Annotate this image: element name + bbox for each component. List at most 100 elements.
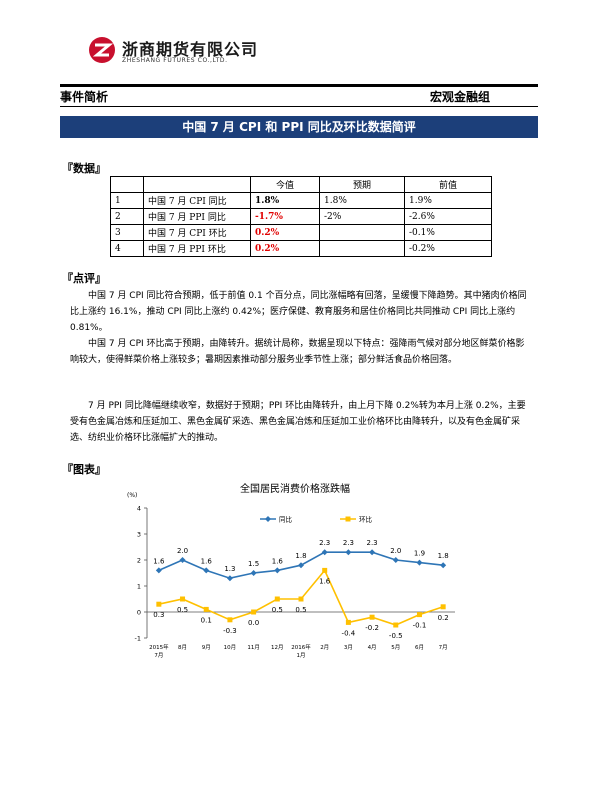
data-point — [274, 596, 280, 602]
data-point — [274, 567, 281, 574]
table-row: 3 中国 7 月 CPI 环比 0.2% -0.1% — [110, 224, 492, 241]
data-point — [369, 614, 375, 620]
data-label: 0.0 — [248, 619, 259, 627]
header-rule-bottom — [60, 106, 538, 107]
table-header-cell — [143, 176, 251, 193]
data-label: 2.0 — [390, 547, 401, 555]
chart-title: 全国居民消费价格涨跌幅 — [240, 482, 350, 495]
data-label: 1.8 — [438, 552, 449, 560]
table-header-cell: 前值 — [404, 176, 492, 193]
previous-value: -0.1% — [404, 224, 492, 241]
indicator-name: 中国 7 月 CPI 环比 — [143, 224, 251, 241]
data-point — [156, 601, 162, 607]
data-point — [250, 570, 257, 576]
table-row: 2 中国 7 月 PPI 同比 -1.7% -2% -2.6% — [110, 208, 492, 225]
section-heading-review: 『点评』 — [62, 272, 106, 285]
expected-value — [319, 224, 405, 241]
table-row: 1 中国 7 月 CPI 同比 1.8% 1.8% 1.9% — [110, 192, 492, 209]
row-number: 1 — [110, 192, 144, 209]
section-heading-chart: 『图表』 — [62, 463, 106, 476]
data-point — [251, 609, 257, 615]
indicator-name: 中国 7 月 PPI 环比 — [143, 240, 251, 257]
data-label: 1.6 — [272, 557, 284, 565]
header-rule-top — [60, 84, 538, 87]
x-tick-label: 1月 — [297, 652, 306, 659]
x-tick-label: 2015年 — [149, 643, 169, 651]
data-point — [227, 617, 233, 623]
data-point — [369, 549, 376, 556]
data-point — [322, 567, 328, 573]
data-label: 0.3 — [153, 611, 164, 619]
indicator-name: 中国 7 月 CPI 同比 — [143, 192, 251, 209]
data-label: 2.0 — [177, 547, 188, 555]
data-point — [298, 562, 304, 569]
department-name: 宏观金融组 — [430, 90, 491, 104]
data-point — [298, 596, 304, 602]
data-label: 1.5 — [248, 560, 259, 568]
x-tick-label: 2月 — [320, 644, 329, 651]
data-point — [345, 549, 352, 556]
data-label: 2.3 — [343, 539, 354, 547]
x-tick-label: 8月 — [178, 644, 187, 651]
legend-marker — [265, 516, 271, 522]
x-tick-label: 7月 — [154, 652, 163, 659]
data-label: 1.8 — [295, 552, 306, 560]
x-tick-label: 12月 — [271, 644, 284, 651]
x-tick-label: 3月 — [344, 644, 353, 651]
table-header-cell — [110, 176, 144, 193]
table-header-cell: 今值 — [250, 176, 320, 193]
company-subtitle: ZHESHANG FUTURES CO.,LTD. — [122, 57, 228, 64]
data-point — [345, 619, 351, 625]
current-value: 0.2% — [250, 224, 320, 241]
y-tick-label: 0 — [137, 609, 141, 617]
data-label: -0.1 — [413, 622, 427, 630]
legend-marker — [345, 516, 351, 522]
data-label: -0.2 — [365, 624, 379, 632]
data-label: 0.5 — [272, 606, 283, 614]
data-point — [321, 549, 328, 556]
row-number: 4 — [110, 240, 144, 257]
data-label: -0.5 — [389, 632, 403, 640]
data-label: 1.3 — [224, 565, 235, 573]
chart-unit-label: (%) — [127, 492, 137, 499]
company-logo: 浙商期货有限公司 ZHESHANG FUTURES CO.,LTD. — [88, 34, 258, 74]
data-point — [155, 567, 162, 574]
data-label: -0.3 — [223, 627, 237, 635]
previous-value: 1.9% — [404, 192, 492, 209]
data-point — [440, 562, 447, 569]
report-type: 事件简析 — [60, 90, 109, 104]
indicator-name: 中国 7 月 PPI 同比 — [143, 208, 251, 225]
data-label: 0.5 — [177, 606, 188, 614]
data-label: 0.1 — [201, 616, 212, 624]
data-point — [203, 567, 210, 574]
expected-value: -2% — [319, 208, 405, 225]
data-point — [416, 559, 423, 566]
review-paragraph-ppi: 7 月 PPI 同比降幅继续收窄，数据好于预期；PPI 环比由降转升，由上月下降… — [70, 401, 526, 443]
data-point — [392, 557, 399, 563]
data-point — [226, 575, 233, 582]
previous-value: -2.6% — [404, 208, 492, 225]
data-label: 1.6 — [153, 557, 165, 565]
y-tick-label: 1 — [137, 583, 141, 591]
y-tick-label: 3 — [137, 531, 141, 539]
data-point — [180, 596, 186, 602]
data-label: -0.4 — [342, 629, 356, 637]
table-header-row: 今值 预期 前值 — [110, 176, 492, 193]
company-logo-icon — [89, 37, 115, 63]
expected-value: 1.8% — [319, 192, 405, 209]
data-point — [179, 557, 186, 563]
data-point — [393, 622, 399, 628]
legend-label: 环比 — [359, 515, 373, 524]
legend-label: 同比 — [279, 515, 293, 524]
current-value: 1.8% — [250, 192, 320, 209]
data-point — [440, 604, 446, 610]
report-title: 中国 7 月 CPI 和 PPI 同比及环比数据简评 — [60, 116, 538, 138]
row-number: 3 — [110, 224, 144, 241]
x-tick-label: 4月 — [368, 644, 377, 651]
data-label: 1.6 — [201, 557, 213, 565]
x-tick-label: 2016年 — [291, 643, 311, 651]
x-tick-label: 7月 — [439, 644, 448, 651]
y-tick-label: 4 — [137, 505, 141, 513]
previous-value: -0.2% — [404, 240, 492, 257]
x-tick-label: 11月 — [247, 644, 260, 651]
